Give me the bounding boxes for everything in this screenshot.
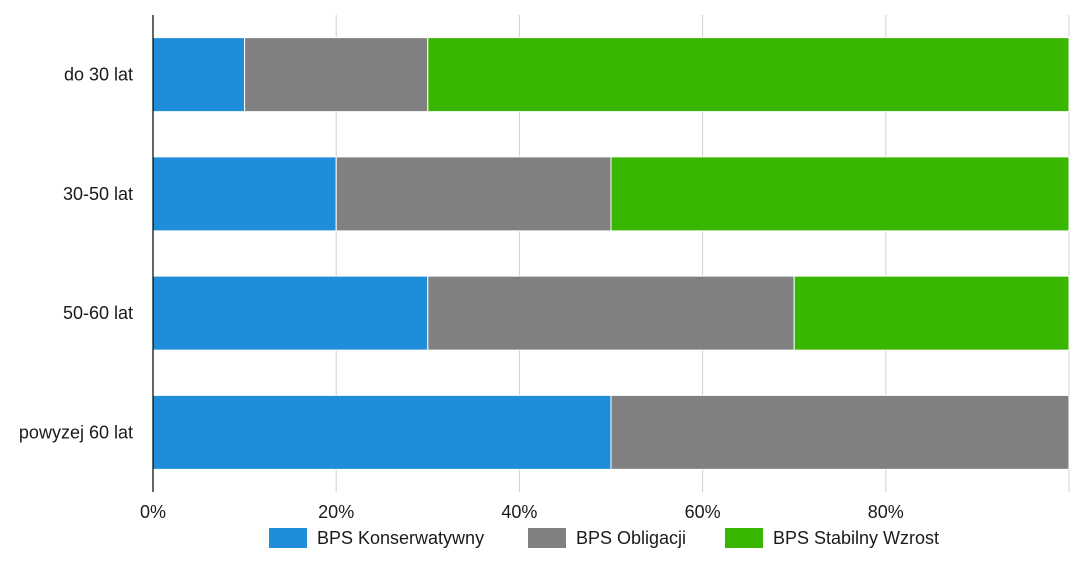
legend: BPS Konserwatywny BPS Obligacji BPS Stab…	[0, 525, 1083, 551]
legend-item-stabilny-wzrost: BPS Stabilny Wzrost	[725, 525, 939, 551]
legend-item-konserwatywny: BPS Konserwatywny	[269, 525, 484, 551]
bar-30-50-lat-bps-obligacji	[335, 156, 612, 232]
y-axis-labels: do 30 lat 30-50 lat 50-60 lat powyzej 60 la…	[19, 65, 133, 443]
y-tick-label-powyzej-60-lat: powyzej 60 lat	[19, 422, 133, 442]
x-tick-label-20: 20%	[318, 502, 354, 522]
bar-powyzej-60-lat-bps-konserwatywny	[152, 394, 612, 470]
x-tick-label-0: 0%	[140, 502, 166, 522]
bar-powyzej-60-lat-bps-obligacji	[610, 394, 1070, 470]
bar-30-50-lat-bps-stabilny-wzrost	[610, 156, 1070, 232]
legend-item-obligacji: BPS Obligacji	[528, 525, 686, 551]
legend-label-obligacji: BPS Obligacji	[576, 527, 687, 548]
y-tick-label-do-30-lat: do 30 lat	[64, 65, 133, 85]
legend-swatch-stabilny-wzrost	[725, 528, 763, 548]
bar-do-30-lat-bps-stabilny-wzrost	[427, 37, 1070, 113]
bar-do-30-lat-bps-obligacji	[244, 37, 429, 113]
bar-50-60-lat-bps-konserwatywny	[152, 275, 429, 351]
x-tick-label-80: 80%	[868, 502, 904, 522]
legend-label-stabilny-wzrost: BPS Stabilny Wzrost	[773, 527, 940, 548]
legend-swatch-obligacji	[528, 528, 566, 548]
x-axis-labels: 0% 20% 40% 60% 80%	[140, 502, 904, 522]
bars	[152, 37, 1070, 470]
legend-label-konserwatywny: BPS Konserwatywny	[317, 527, 485, 548]
bar-50-60-lat-bps-stabilny-wzrost	[793, 275, 1070, 351]
bar-do-30-lat-bps-konserwatywny	[152, 37, 246, 113]
x-tick-label-40: 40%	[501, 502, 537, 522]
x-tick-label-60: 60%	[685, 502, 721, 522]
y-tick-label-50-60-lat: 50-60 lat	[63, 303, 133, 323]
bar-50-60-lat-bps-obligacji	[427, 275, 795, 351]
bar-30-50-lat-bps-konserwatywny	[152, 156, 337, 232]
y-tick-label-30-50-lat: 30-50 lat	[63, 184, 133, 204]
legend-swatch-konserwatywny	[269, 528, 307, 548]
